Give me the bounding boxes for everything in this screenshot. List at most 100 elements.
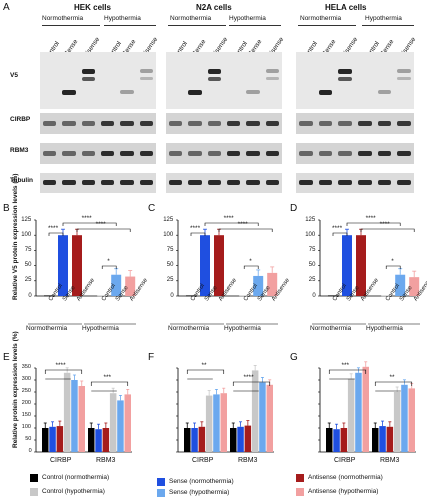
bar: [381, 295, 392, 297]
legend-swatch-sense-hypo: [157, 489, 165, 497]
sig-label: ****: [243, 374, 254, 381]
bar: [409, 277, 420, 296]
x-group-label: RBM3: [380, 457, 400, 464]
blot-band: [397, 151, 411, 156]
blot-tubulin-hek: [40, 173, 156, 193]
bar: [109, 393, 117, 452]
bar: [333, 429, 340, 452]
row-label-tubulin: Tubulin: [10, 177, 33, 184]
bar: [124, 394, 131, 452]
blot-cirbp-n2a: [166, 113, 282, 134]
panel-letter-b: B: [3, 203, 10, 214]
blot-band: [101, 180, 115, 185]
y-tick-label: 25: [308, 277, 316, 284]
cond-hypo-hek: Hypothermia: [104, 15, 141, 22]
sig-bracket: [190, 232, 206, 236]
sig-bracket: [204, 222, 259, 226]
legend-swatch-control-normo: [30, 474, 38, 482]
bar: [214, 235, 224, 296]
bar: [63, 372, 71, 452]
blot-band: [139, 77, 153, 80]
y-tick-label: 100: [163, 231, 174, 238]
sig-label: ****: [48, 225, 59, 232]
blot-band: [318, 90, 333, 95]
sig-bracket: [76, 228, 131, 232]
blot-band: [101, 121, 115, 126]
cond-hypo-n2a: Hypothermia: [229, 15, 266, 22]
bar: [200, 235, 210, 296]
sig-bracket: [243, 265, 259, 269]
blot-band: [397, 121, 411, 126]
row-label-v5: V5: [10, 72, 18, 79]
blot-band: [265, 151, 279, 156]
blot-band: [81, 121, 95, 126]
blot-band: [227, 121, 241, 126]
y-tick-label: 50: [308, 262, 316, 269]
y-tick-label: 300: [21, 375, 31, 382]
blot-band: [246, 121, 260, 126]
bar: [111, 274, 122, 296]
blot-band: [377, 180, 392, 185]
sig-label: **: [201, 362, 207, 369]
y-tick-label: 25: [166, 277, 174, 284]
blot-band: [338, 180, 352, 185]
blot-band: [81, 77, 95, 81]
bar: [56, 426, 64, 452]
blot-band: [358, 151, 372, 156]
sig-label: *: [107, 258, 110, 265]
blot-band: [43, 180, 57, 185]
bar: [237, 426, 244, 452]
bar: [184, 428, 191, 452]
sig-label: ****: [223, 215, 234, 222]
sig-bracket: [62, 222, 117, 226]
blot-band: [227, 151, 241, 156]
blot-band: [207, 151, 221, 156]
bar: [267, 272, 278, 296]
y-tick-label: 50: [25, 435, 32, 442]
sig-label: **: [389, 374, 395, 381]
bar: [102, 428, 110, 452]
x-group-label: CIRBP: [334, 457, 356, 464]
blot-band: [62, 151, 76, 156]
blot-band: [299, 121, 313, 126]
blot-band: [62, 180, 76, 185]
blot-v5-hek: [40, 52, 156, 109]
cond-normo-hela: Normothermia: [300, 15, 342, 22]
legend-swatch-antisense-normo: [296, 474, 304, 482]
bar: [230, 428, 237, 452]
sig-bracket: [374, 381, 413, 386]
blot-band: [188, 151, 202, 156]
sig-label: ***: [341, 362, 350, 369]
blot-band: [81, 180, 95, 185]
bar: [44, 295, 54, 297]
blot-band: [188, 121, 202, 126]
bar: [244, 425, 252, 452]
group-label-normothermia: Normothermia: [310, 325, 352, 332]
blot-tubulin-n2a: [166, 173, 282, 193]
blot-band: [377, 90, 392, 94]
blot-band: [207, 121, 221, 126]
bar: [198, 426, 206, 452]
sig-bracket: [101, 265, 117, 269]
sig-label: ****: [55, 362, 66, 369]
blot-band: [120, 90, 134, 94]
blot-band: [62, 121, 76, 126]
y-tick-label: 150: [21, 411, 31, 418]
bar: [205, 395, 213, 452]
legend-swatch-antisense-hypo: [296, 488, 304, 496]
group-label-normothermia: Normothermia: [168, 325, 210, 332]
y-tick-label: 0: [28, 292, 32, 299]
sig-label: ***: [103, 374, 112, 381]
blot-band: [139, 121, 153, 126]
bar: [88, 428, 95, 452]
y-tick-label: 0: [28, 447, 32, 454]
legend-label-sense-normo: Sense (normothermia): [169, 478, 234, 485]
panel-letter-a: A: [3, 2, 10, 13]
sig-label: ****: [190, 225, 201, 232]
y-tick-label: 200: [21, 399, 31, 406]
blot-band: [299, 151, 313, 156]
sig-bracket: [332, 232, 348, 236]
bar: [117, 400, 124, 452]
group-label-normothermia: Normothermia: [26, 325, 68, 332]
bar: [362, 366, 369, 452]
